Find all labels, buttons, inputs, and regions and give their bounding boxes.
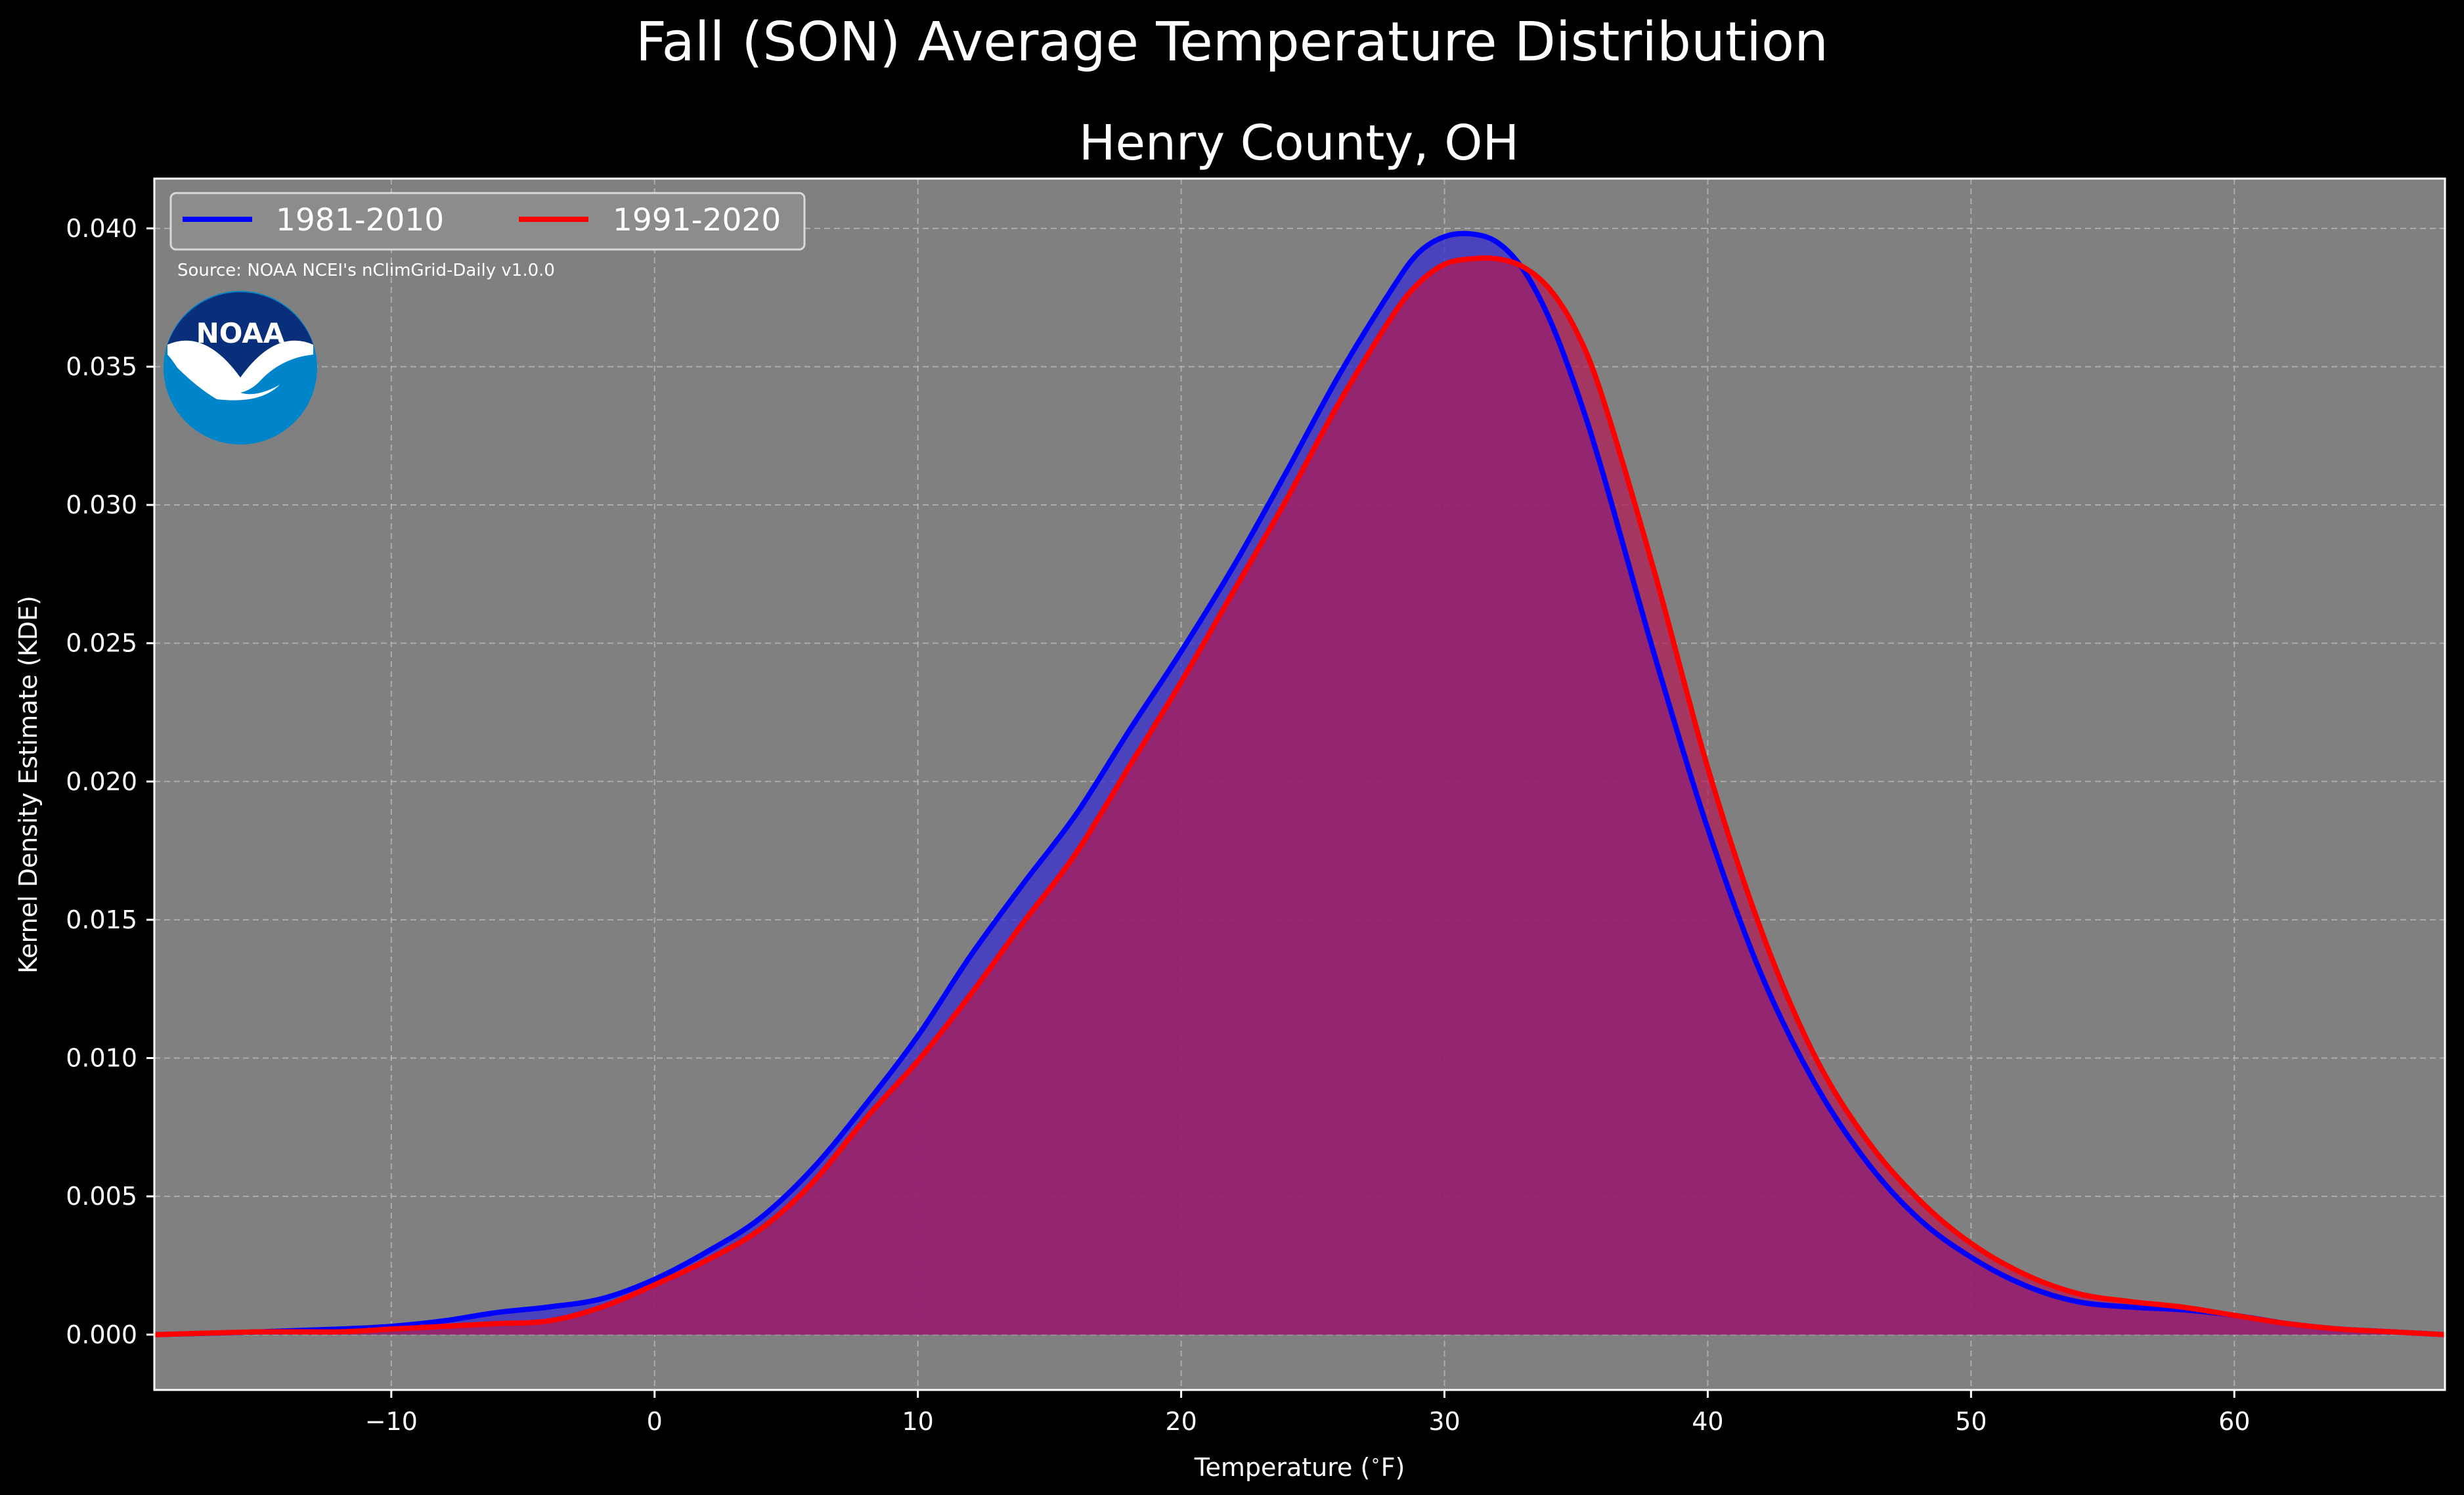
y-tick-label: 0.010 — [66, 1044, 137, 1073]
x-tick-label: 60 — [2218, 1407, 2250, 1436]
density-fill-1991-2020 — [154, 257, 2445, 1335]
x-axis-label: Temperature (∘F) — [1194, 1451, 1405, 1482]
x-tick-label: 50 — [1955, 1407, 1987, 1436]
noaa-logo-gull-icon — [167, 340, 313, 401]
chart-title: Henry County, OH — [1079, 115, 1519, 171]
y-tick-label: 0.035 — [66, 352, 137, 381]
y-tick-label: 0.025 — [66, 629, 137, 658]
y-tick-label: 0.030 — [66, 490, 137, 519]
x-tick-label: 0 — [647, 1407, 663, 1436]
noaa-logo-text: NOAA — [196, 317, 285, 349]
x-tick-label: −10 — [365, 1407, 418, 1436]
density-line-1981-2010 — [154, 230, 2446, 1337]
legend-box — [169, 192, 806, 251]
x-tick-label: 10 — [902, 1407, 933, 1436]
plot-frame — [153, 177, 2446, 1391]
x-tick-label: 20 — [1165, 1407, 1197, 1436]
density-fills — [154, 233, 2445, 1335]
legend: 1981-2010 1991-2020 — [169, 192, 806, 251]
x-tick-label: 40 — [1692, 1407, 1723, 1436]
y-tick-label: 0.040 — [66, 214, 137, 243]
x-tick-label: 30 — [1428, 1407, 1460, 1436]
noaa-logo: NOAA — [164, 291, 317, 444]
y-tick-label: 0.015 — [66, 905, 137, 934]
axis-ticks: −10 0 10 20 30 40 50 60 0.000 0.005 0.010 0.015 0.02… — [66, 214, 2250, 1436]
y-axis-label: Kernel Density Estimate (KDE) — [14, 596, 43, 974]
chart-suptitle: Fall (SON) Average Temperature Distribut… — [636, 11, 1828, 74]
density-line-1991-2020 — [154, 255, 2446, 1337]
legend-label-1991-2020: 1991-2020 — [613, 202, 781, 238]
y-tick-label: 0.005 — [66, 1182, 137, 1211]
y-tick-label: 0.000 — [66, 1320, 137, 1349]
legend-label-1981-2010: 1981-2010 — [276, 202, 444, 238]
density-lines — [154, 230, 2446, 1337]
y-tick-label: 0.020 — [66, 767, 137, 796]
source-note: Source: NOAA NCEI's nClimGrid-Daily v1.0… — [177, 261, 555, 280]
noaa-logo-upper-half — [167, 292, 313, 378]
